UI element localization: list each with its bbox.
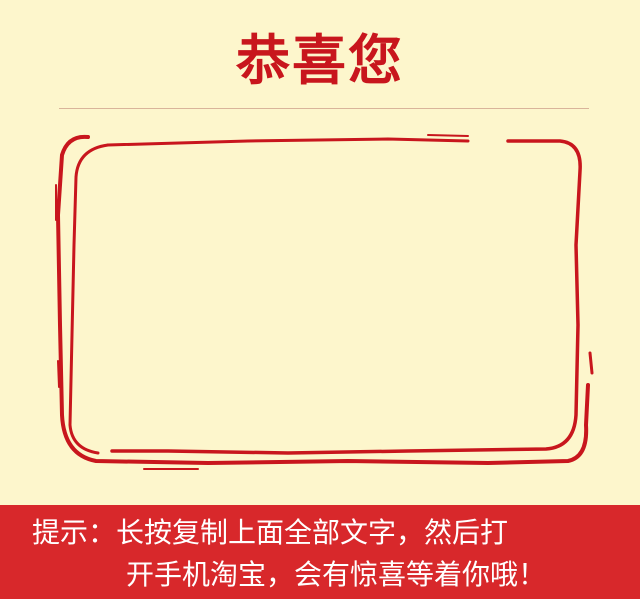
title-divider [59, 108, 589, 109]
page-title: 恭喜您 [236, 29, 404, 92]
stamp-frame [48, 125, 604, 481]
hint-text-line-2: 开手机淘宝，会有惊喜等着你哦！ [126, 558, 547, 591]
blank-content-area [90, 160, 560, 440]
hint-text-line-1: 提示：长按复制上面全部文字，然后打 [32, 516, 509, 549]
stamp-frame-border [55, 134, 594, 470]
hint-banner: 提示：长按复制上面全部文字，然后打 开手机淘宝，会有惊喜等着你哦！ [0, 505, 640, 599]
